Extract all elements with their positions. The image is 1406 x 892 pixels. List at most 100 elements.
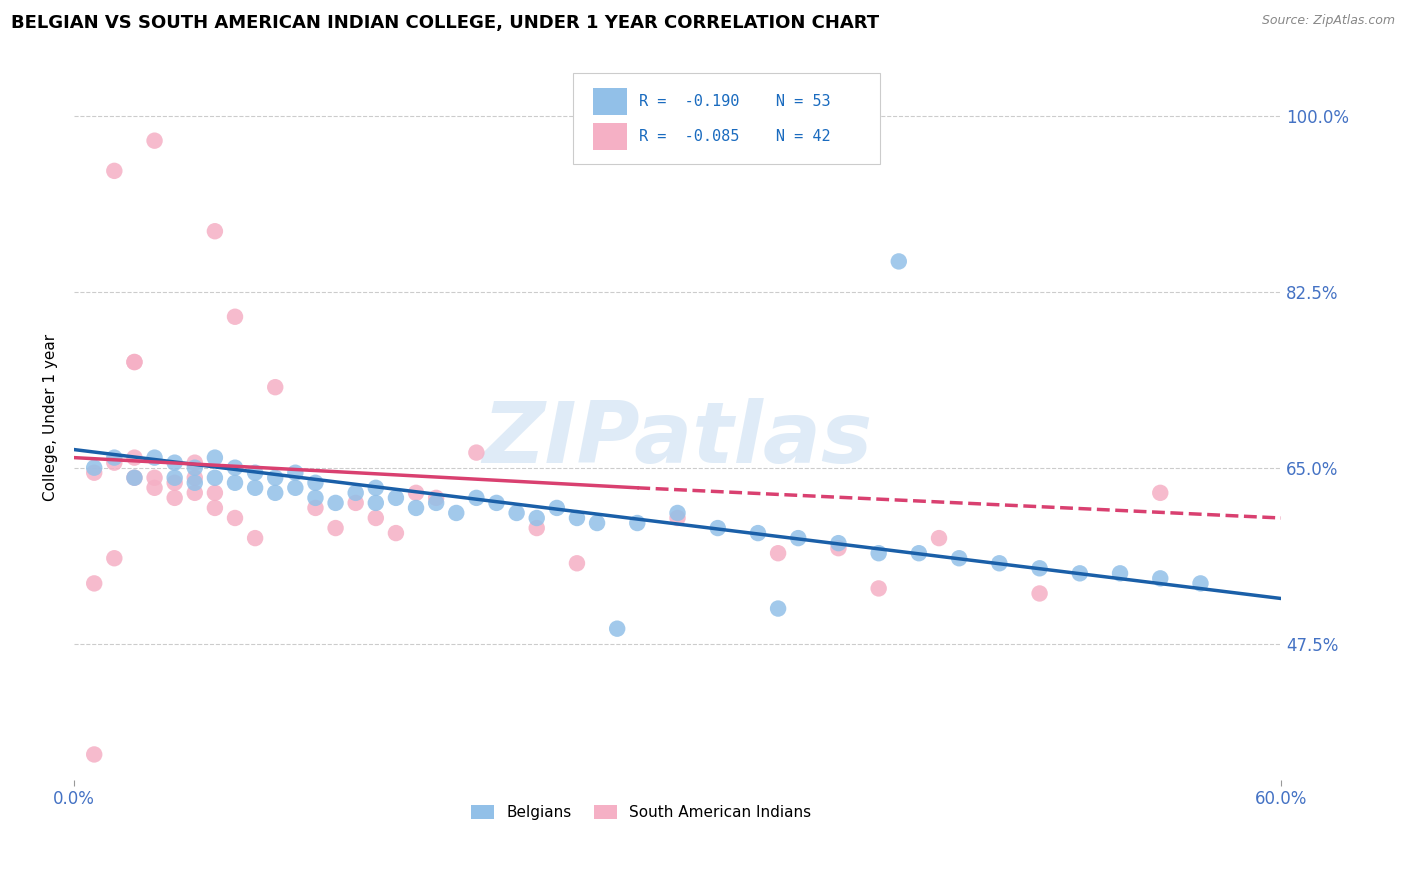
Legend: Belgians, South American Indians: Belgians, South American Indians	[465, 799, 818, 826]
Text: R =  -0.190    N = 53: R = -0.190 N = 53	[638, 94, 831, 109]
Point	[184, 475, 207, 490]
Point	[546, 500, 568, 515]
Point	[204, 224, 226, 238]
Point	[143, 481, 166, 495]
Point	[103, 551, 125, 566]
Point	[264, 486, 287, 500]
Point	[666, 511, 689, 525]
Point	[425, 491, 447, 505]
Text: BELGIAN VS SOUTH AMERICAN INDIAN COLLEGE, UNDER 1 YEAR CORRELATION CHART: BELGIAN VS SOUTH AMERICAN INDIAN COLLEGE…	[11, 14, 879, 32]
Point	[83, 466, 105, 480]
Text: Source: ZipAtlas.com: Source: ZipAtlas.com	[1261, 14, 1395, 28]
Point	[827, 536, 849, 550]
Point	[143, 471, 166, 485]
Point	[425, 496, 447, 510]
Point	[766, 601, 789, 615]
Point	[747, 526, 769, 541]
Point	[163, 471, 186, 485]
Point	[224, 460, 246, 475]
Point	[606, 622, 628, 636]
Point	[204, 450, 226, 465]
Point	[83, 747, 105, 762]
Point	[766, 546, 789, 560]
Point	[124, 450, 146, 465]
Point	[908, 546, 931, 560]
Point	[304, 491, 326, 505]
Point	[325, 496, 347, 510]
Point	[1028, 586, 1050, 600]
Point	[868, 546, 890, 560]
Point	[143, 450, 166, 465]
Point	[304, 500, 326, 515]
FancyBboxPatch shape	[572, 73, 880, 164]
Point	[928, 531, 950, 545]
Point	[184, 460, 207, 475]
Point	[465, 491, 488, 505]
Point	[224, 310, 246, 324]
Point	[344, 496, 367, 510]
Point	[224, 475, 246, 490]
Point	[243, 481, 266, 495]
Point	[103, 450, 125, 465]
Point	[364, 496, 387, 510]
Point	[887, 254, 910, 268]
Point	[264, 471, 287, 485]
Point	[143, 134, 166, 148]
Point	[163, 456, 186, 470]
Point	[706, 521, 728, 535]
Point	[163, 475, 186, 490]
Point	[1109, 566, 1132, 581]
Point	[364, 481, 387, 495]
Point	[243, 531, 266, 545]
Text: ZIPatlas: ZIPatlas	[482, 398, 873, 481]
Point	[124, 471, 146, 485]
Point	[948, 551, 970, 566]
Point	[526, 521, 548, 535]
Point	[243, 466, 266, 480]
Point	[988, 556, 1011, 570]
Point	[184, 486, 207, 500]
Point	[465, 445, 488, 459]
Point	[385, 491, 408, 505]
Point	[405, 500, 427, 515]
Point	[103, 456, 125, 470]
Point	[446, 506, 468, 520]
Point	[787, 531, 810, 545]
Text: R =  -0.085    N = 42: R = -0.085 N = 42	[638, 128, 831, 144]
Point	[385, 526, 408, 541]
Point	[284, 481, 307, 495]
Point	[405, 486, 427, 500]
Point	[204, 471, 226, 485]
Point	[83, 460, 105, 475]
Point	[103, 164, 125, 178]
Point	[124, 355, 146, 369]
FancyBboxPatch shape	[593, 87, 627, 115]
Point	[565, 556, 588, 570]
Point	[526, 511, 548, 525]
Point	[284, 466, 307, 480]
Point	[565, 511, 588, 525]
Point	[626, 516, 648, 530]
Point	[1069, 566, 1091, 581]
Point	[124, 471, 146, 485]
Point	[1149, 486, 1171, 500]
Point	[304, 475, 326, 490]
Point	[586, 516, 609, 530]
Point	[224, 511, 246, 525]
Point	[204, 500, 226, 515]
Point	[505, 506, 527, 520]
Point	[827, 541, 849, 556]
Y-axis label: College, Under 1 year: College, Under 1 year	[44, 334, 58, 501]
Point	[1028, 561, 1050, 575]
Point	[184, 471, 207, 485]
Point	[83, 576, 105, 591]
Point	[1149, 571, 1171, 585]
Point	[364, 511, 387, 525]
Point	[1189, 576, 1212, 591]
Point	[485, 496, 508, 510]
Point	[666, 506, 689, 520]
FancyBboxPatch shape	[593, 122, 627, 150]
Point	[344, 486, 367, 500]
Point	[124, 355, 146, 369]
Point	[325, 521, 347, 535]
